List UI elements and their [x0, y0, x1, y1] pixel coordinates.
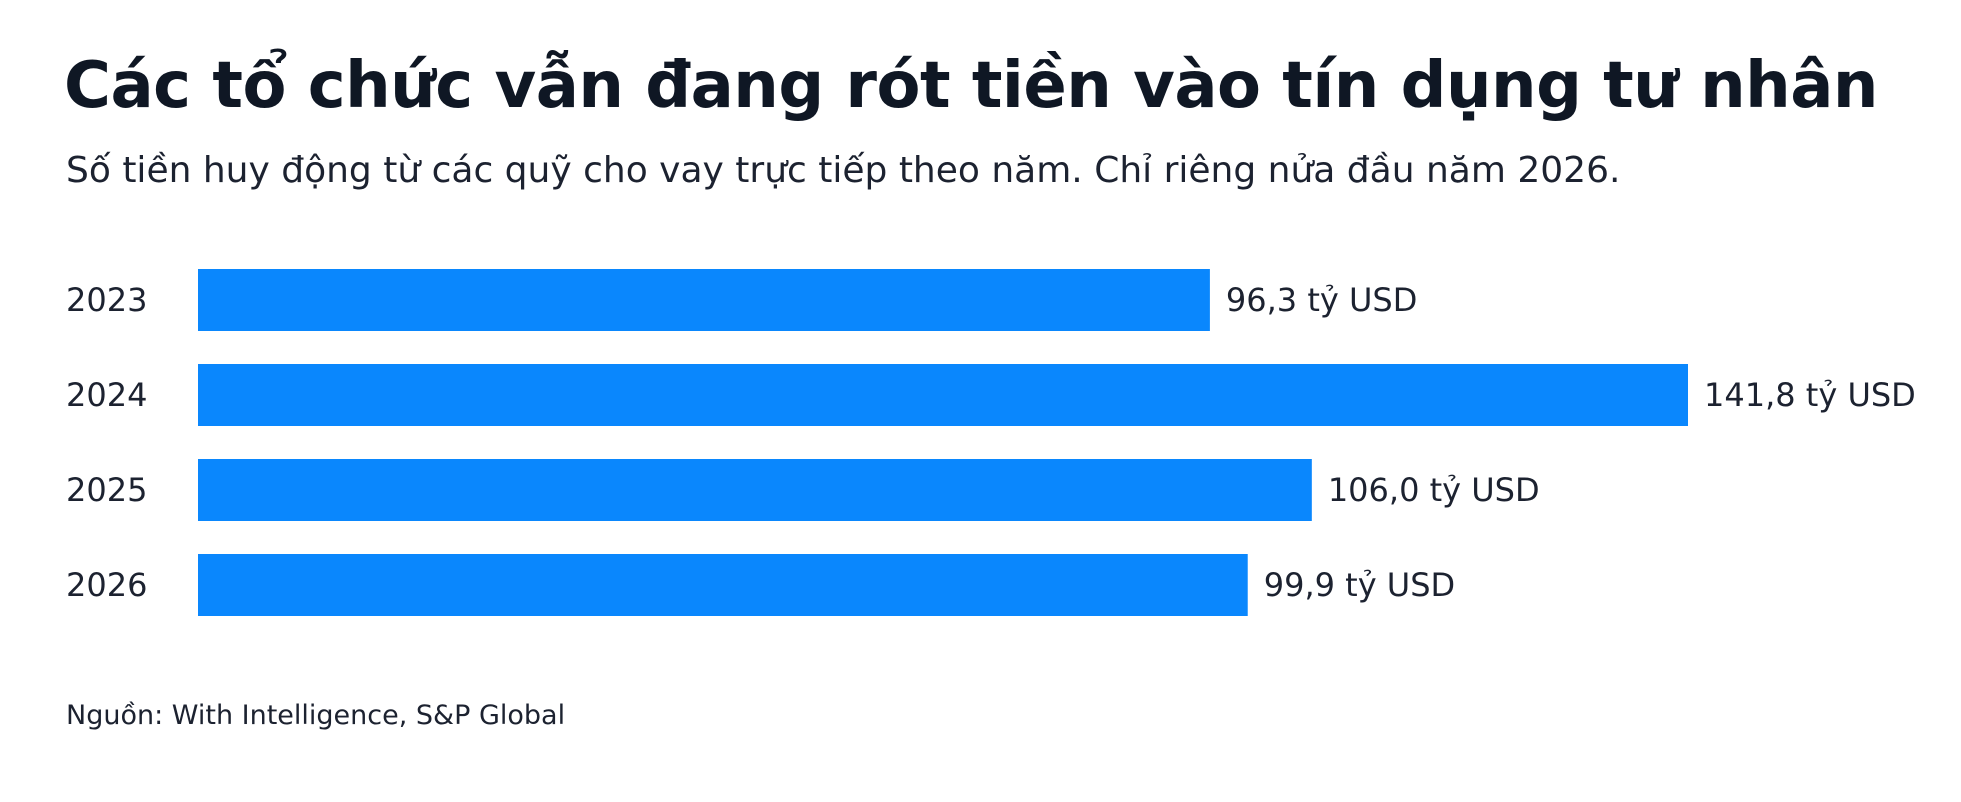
chart-subtitle: Số tiền huy động từ các quỹ cho vay trực…: [66, 150, 1621, 191]
bar-2025: [198, 459, 1312, 521]
category-label-2023: 2023: [66, 281, 147, 319]
value-label-2026: 99,9 tỷ USD: [1264, 566, 1455, 604]
value-label-2025: 106,0 tỷ USD: [1328, 471, 1540, 509]
chart-title: Các tổ chức vẫn đang rót tiền vào tín dụ…: [64, 49, 1878, 123]
value-label-2023: 96,3 tỷ USD: [1226, 281, 1417, 319]
category-label-2024: 2024: [66, 376, 147, 414]
category-label-2026: 2026: [66, 566, 147, 604]
bar-2024: [198, 364, 1688, 426]
bar-2026: [198, 554, 1248, 616]
bar-2023: [198, 269, 1210, 331]
category-label-2025: 2025: [66, 471, 147, 509]
value-label-2024: 141,8 tỷ USD: [1704, 376, 1916, 414]
source-note: Nguồn: With Intelligence, S&P Global: [66, 700, 566, 731]
